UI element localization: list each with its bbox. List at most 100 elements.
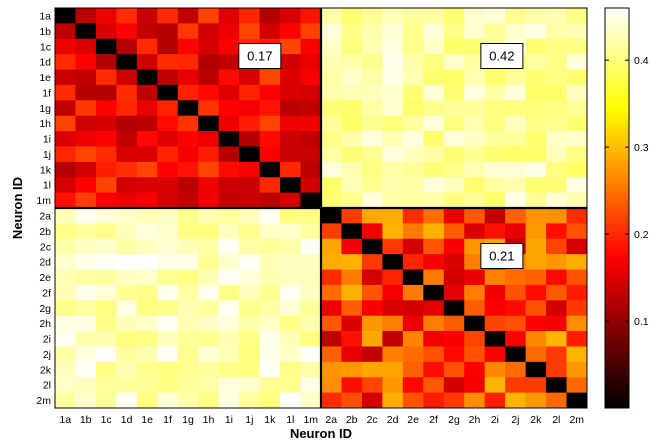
heatmap-cell — [198, 146, 220, 163]
heatmap-cell — [361, 254, 383, 270]
heatmap-cell — [157, 100, 179, 117]
heatmap-cell — [484, 131, 506, 147]
heatmap-cell — [218, 192, 240, 209]
heatmap-cell — [55, 238, 76, 255]
colorbar-segment — [605, 228, 629, 233]
heatmap-cell — [443, 361, 465, 378]
x-tick-label: 1b — [80, 414, 92, 426]
heatmap-cell — [95, 361, 117, 378]
heatmap-cell — [259, 131, 281, 147]
heatmap-cell — [218, 69, 240, 86]
heatmap-cell — [464, 192, 486, 209]
heatmap-cell — [280, 131, 301, 147]
heatmap-cell — [136, 269, 158, 286]
heatmap-cell — [157, 331, 179, 347]
colorbar-segment — [605, 316, 629, 321]
heatmap-cell — [546, 161, 567, 178]
colorbar-segment — [605, 104, 629, 109]
colorbar-segment — [605, 188, 629, 193]
heatmap-cell — [525, 361, 547, 378]
heatmap-cell — [566, 84, 588, 101]
heatmap-cell — [443, 161, 465, 178]
heatmap-cell — [505, 84, 527, 101]
heatmap-cell — [382, 54, 404, 70]
colorbar-segment — [605, 336, 629, 341]
heatmap-cell — [423, 146, 445, 163]
heatmap-cell — [546, 361, 567, 378]
colorbar-segment — [605, 220, 629, 225]
heatmap-cell — [341, 69, 363, 86]
heatmap-cell — [464, 269, 486, 286]
colorbar-segment — [605, 256, 629, 261]
heatmap-cell — [75, 392, 97, 409]
heatmap-cell — [546, 331, 567, 347]
heatmap-cell — [198, 8, 220, 24]
heatmap-cell — [95, 331, 117, 347]
y-tick-label: 2j — [43, 349, 51, 361]
heatmap-cell — [423, 346, 445, 363]
heatmap-cell — [546, 115, 567, 132]
colorbar-segment — [605, 272, 629, 277]
y-tick-labels: 1a 1b 1c 1d 1e 1f 1g 1h 1i 1j 1k 1l 1m 2a 2b 2c 2d 2e 2f 2g… — [36, 10, 51, 407]
colorbar-segment — [605, 292, 629, 297]
heatmap-cell — [546, 238, 567, 255]
heatmap-cell — [566, 100, 588, 117]
colorbar-segment — [605, 136, 629, 141]
heatmap-cell — [95, 192, 117, 209]
colorbar-segment — [605, 28, 629, 33]
heatmap-cell — [157, 84, 179, 101]
heatmap-cell — [443, 392, 465, 409]
heatmap-cell — [464, 208, 486, 224]
heatmap-cell — [218, 54, 240, 70]
heatmap-cell — [198, 315, 220, 332]
heatmap-cell — [280, 284, 301, 301]
heatmap-cell — [546, 300, 567, 317]
heatmap-cell — [484, 8, 506, 24]
heatmap-cell — [321, 223, 342, 240]
heatmap-cell — [136, 238, 158, 255]
heatmap-cell — [116, 192, 138, 209]
colorbar-segment — [605, 384, 629, 389]
heatmap-cell — [177, 238, 199, 255]
heatmap-cell — [361, 146, 383, 163]
heatmap-cell — [75, 315, 97, 332]
heatmap-cell — [177, 161, 199, 178]
heatmap-cell — [239, 23, 261, 40]
heatmap-cell — [280, 269, 301, 286]
heatmap-cell — [280, 331, 301, 347]
heatmap-cell — [259, 392, 281, 409]
heatmap-cell — [423, 315, 445, 332]
heatmap-cell — [198, 54, 220, 70]
heatmap-cell — [239, 208, 261, 224]
colorbar-segment — [605, 232, 629, 237]
heatmap-cell — [116, 84, 138, 101]
heatmap-cell — [280, 208, 301, 224]
heatmap-cell — [402, 23, 424, 40]
heatmap-cell — [464, 8, 486, 24]
heatmap-cell — [423, 131, 445, 147]
heatmap-cell — [361, 69, 383, 86]
colorbar-segment — [605, 36, 629, 41]
heatmap-cell — [566, 23, 588, 40]
heatmap-cell — [177, 100, 199, 117]
heatmap-cell — [95, 8, 117, 24]
heatmap-cell — [423, 69, 445, 86]
heatmap-cell — [484, 146, 506, 163]
heatmap-cell — [505, 331, 527, 347]
heatmap-cell — [300, 223, 322, 240]
heatmap-cell — [402, 300, 424, 317]
heatmap-cell — [402, 223, 424, 240]
heatmap-cell — [116, 131, 138, 147]
heatmap-cell — [239, 69, 261, 86]
heatmap-cell — [484, 192, 506, 209]
heatmap-cell — [402, 346, 424, 363]
heatmap-cell — [198, 377, 220, 394]
y-tick-label: 1m — [36, 195, 51, 207]
colorbar-tick-label: 0.4 — [634, 55, 649, 67]
heatmap-cell — [423, 331, 445, 347]
heatmap-cell — [423, 100, 445, 117]
heatmap-cell — [218, 161, 240, 178]
heatmap-cell — [361, 131, 383, 147]
colorbar-segment — [605, 148, 629, 153]
heatmap-cell — [443, 23, 465, 40]
